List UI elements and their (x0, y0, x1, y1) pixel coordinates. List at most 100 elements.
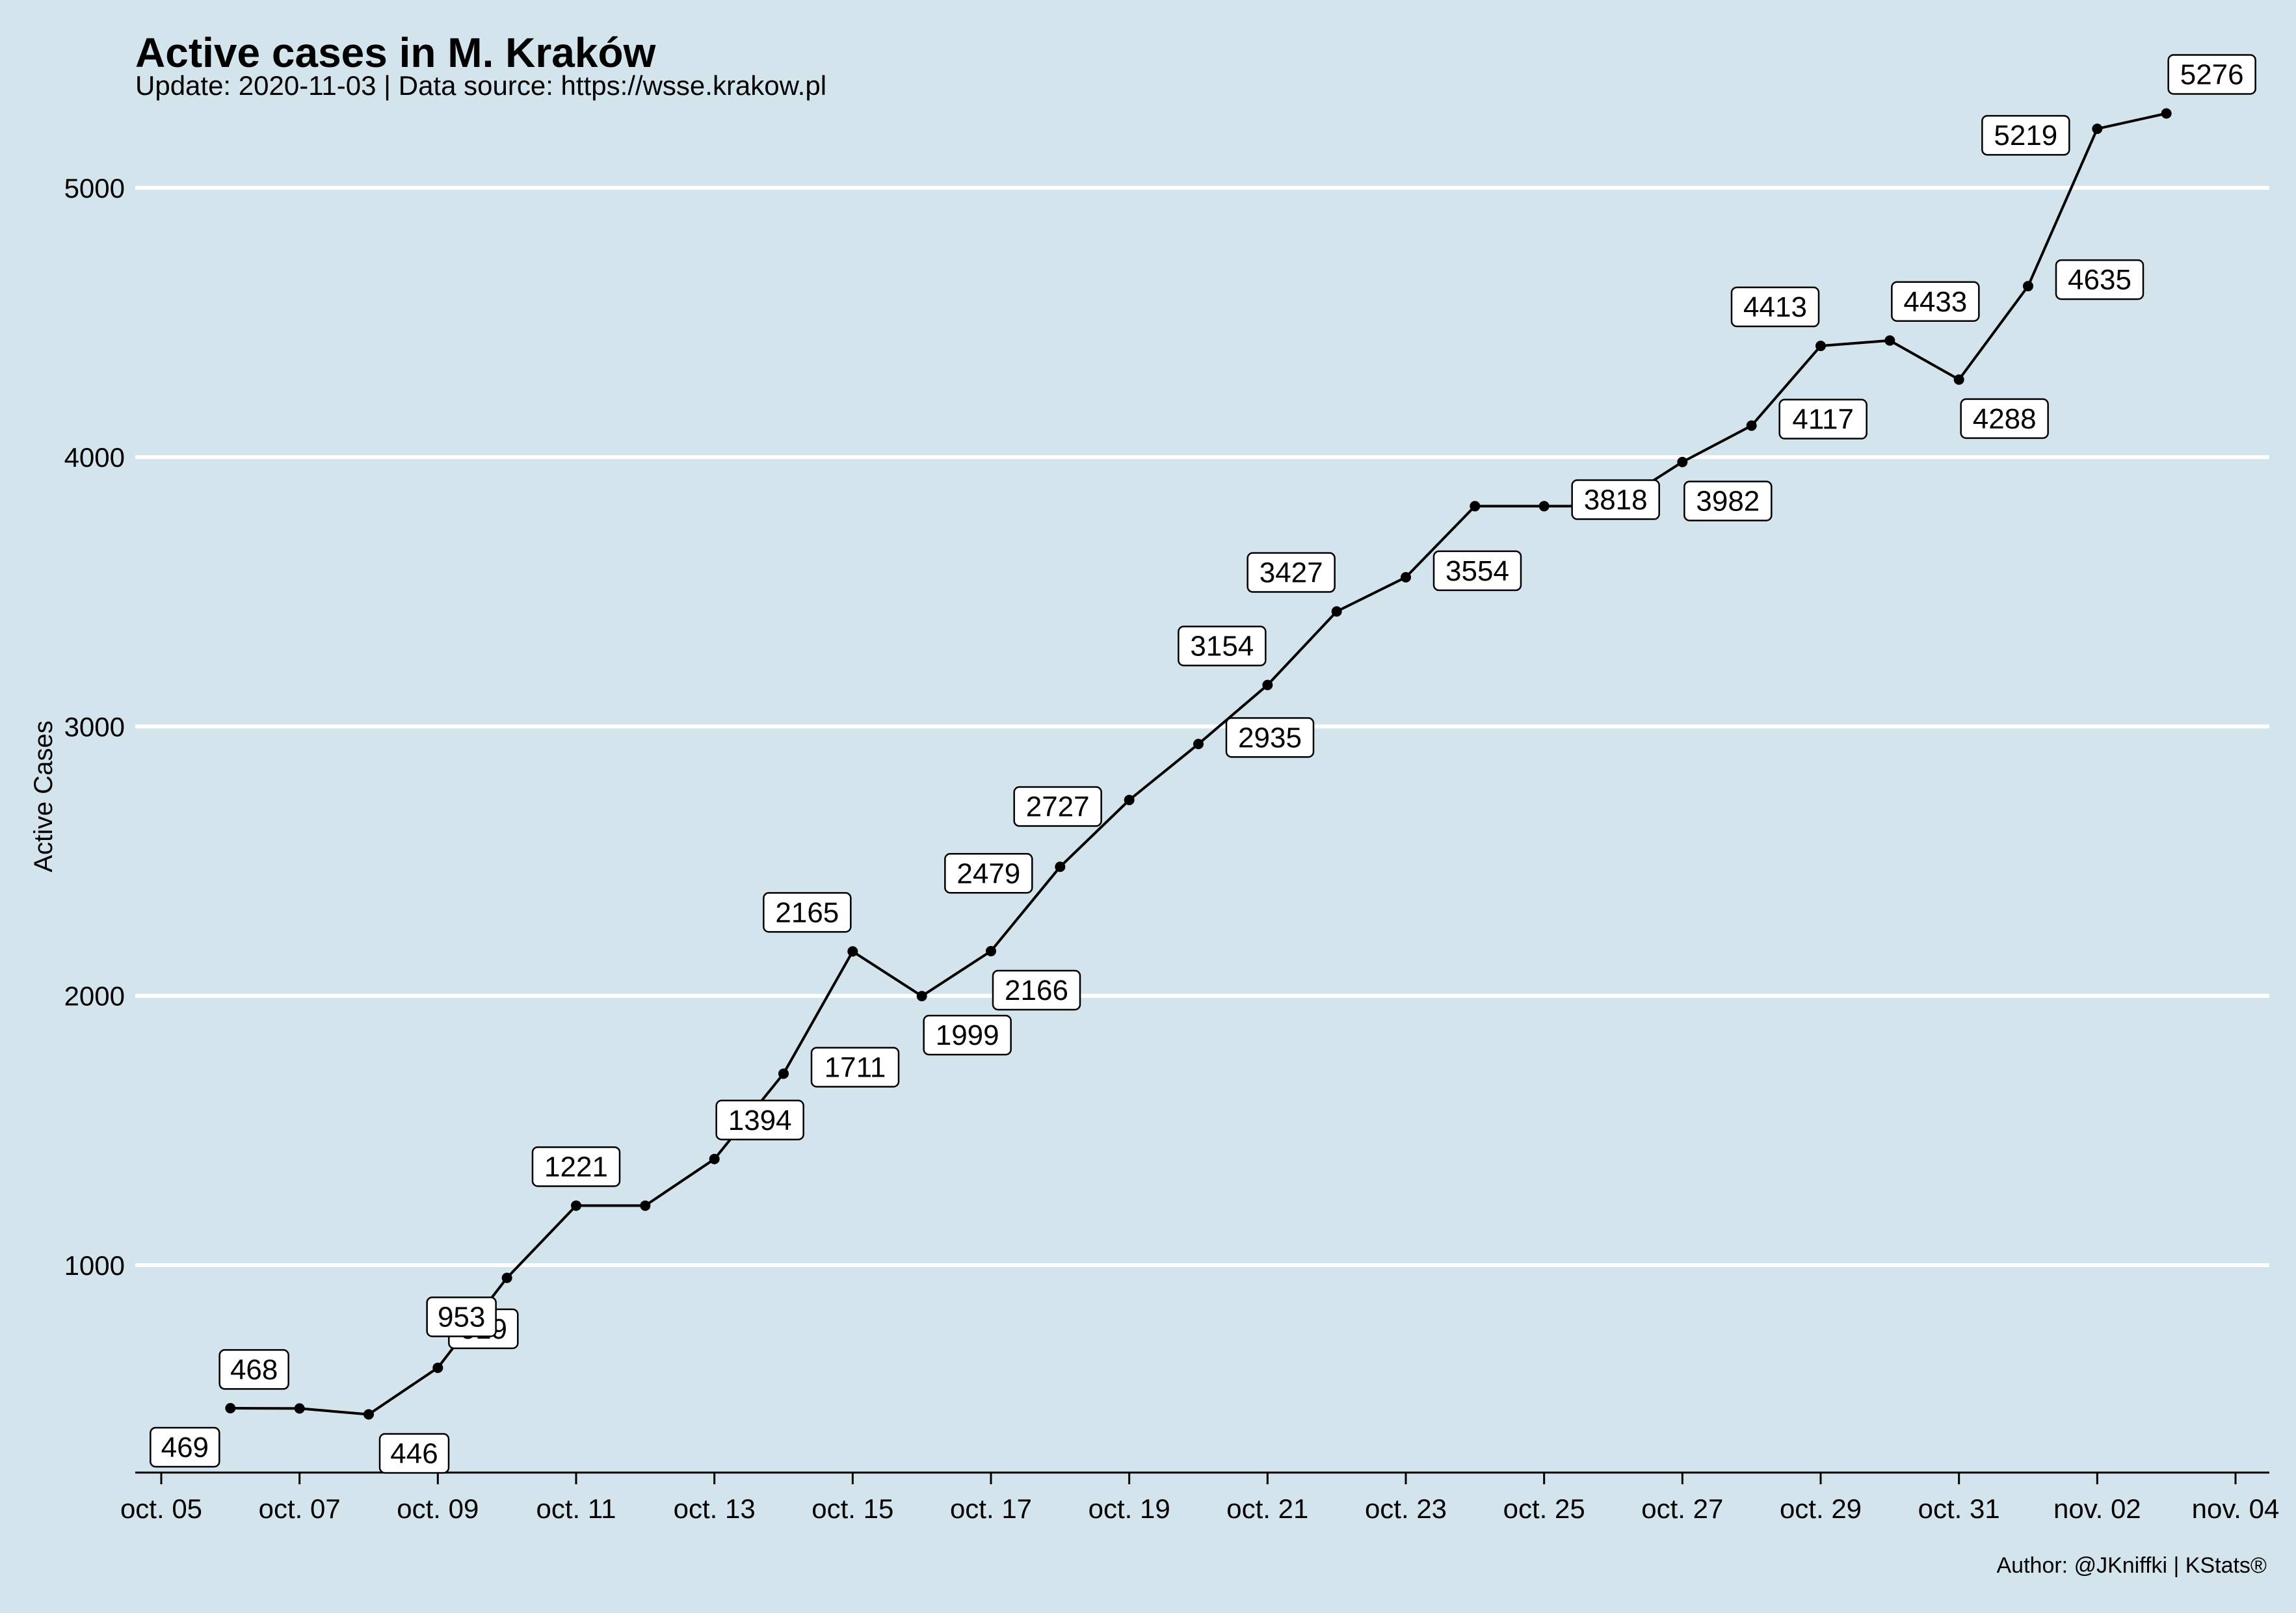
data-point (1470, 501, 1481, 512)
chart-caption: Author: @JKniffki | KStats® (1996, 1553, 2267, 1578)
data-point (986, 945, 996, 956)
data-label-box (1981, 114, 2070, 156)
data-label-text: 5276 (2180, 59, 2244, 91)
data-label-text: 2165 (775, 897, 839, 928)
data-point (916, 991, 927, 1002)
data-label-box (992, 969, 1081, 1011)
data-label: 2166 (992, 969, 1081, 1011)
data-label-box (2055, 259, 2144, 300)
data-label: 4413 (1730, 286, 1820, 328)
y-tick-label: 4000 (64, 442, 125, 473)
data-point (294, 1403, 305, 1414)
y-tick-label: 3000 (64, 711, 125, 742)
data-label: 3982 (1683, 480, 1773, 521)
data-point (225, 1402, 236, 1413)
data-label-box (1013, 786, 1102, 827)
x-tick-label: oct. 25 (1503, 1493, 1585, 1524)
data-label: 1394 (715, 1099, 804, 1141)
data-label-box (1730, 286, 1820, 328)
series-line (230, 112, 2167, 1416)
data-label: 3154 (1178, 625, 1267, 666)
data-point (1124, 794, 1135, 806)
x-tick-label: oct. 19 (1089, 1493, 1170, 1524)
x-tick-label: oct. 13 (674, 1493, 756, 1524)
x-tick-label: oct. 09 (397, 1493, 479, 1524)
data-label-box (2167, 54, 2256, 95)
data-label-box (1178, 625, 1267, 666)
data-point (1262, 679, 1273, 690)
data-point (709, 1153, 720, 1164)
x-tick-label: oct. 15 (812, 1493, 893, 1524)
data-point (778, 1068, 789, 1079)
data-point (2161, 108, 2172, 119)
data-label-text: 5219 (1994, 120, 2057, 151)
series-path (230, 112, 2167, 1416)
data-label: 3554 (1432, 550, 1522, 592)
data-label-text: 446 (390, 1438, 438, 1470)
data-label-box (810, 1047, 900, 1088)
data-label: 5219 (1981, 114, 2070, 156)
data-label-text: 4288 (1973, 403, 2037, 435)
axes: oct. 05 oct. 07 oct. 09 oct. 11 oct. 13 oct. … (120, 1471, 2280, 1524)
data-point (501, 1272, 512, 1283)
data-point (1953, 374, 1964, 385)
series-points (225, 108, 2172, 1420)
x-tick-label: oct. 31 (1918, 1493, 2000, 1524)
data-point (1815, 341, 1826, 352)
data-point (1746, 420, 1757, 431)
data-label-text: 3427 (1260, 557, 1323, 589)
data-label: 2479 (944, 853, 1033, 894)
data-label-box (1960, 398, 2049, 439)
data-label: 4433 (1891, 281, 1980, 322)
data-label: 5276 (2167, 54, 2256, 95)
data-label-text: 2166 (1005, 975, 1068, 1006)
data-label: 4117 (1778, 399, 1867, 439)
data-label-text: 1221 (544, 1151, 608, 1183)
data-label: 2727 (1013, 786, 1102, 827)
data-point (432, 1362, 443, 1373)
data-label-text: 4433 (1903, 286, 1967, 318)
data-point (1884, 335, 1895, 346)
data-label-text: 4413 (1743, 291, 1807, 323)
data-label: 2165 (763, 892, 852, 933)
data-label-text: 1711 (825, 1051, 886, 1083)
data-point (640, 1200, 651, 1211)
data-label-text: 4117 (1792, 404, 1854, 436)
data-label-text: 469 (161, 1432, 209, 1463)
data-label-box (1683, 480, 1773, 521)
data-label-box (378, 1433, 450, 1474)
data-label-text: 3982 (1696, 486, 1760, 518)
data-point (363, 1409, 374, 1420)
data-point (1677, 456, 1688, 467)
data-label-box (1571, 479, 1660, 520)
data-label-text: 1999 (936, 1019, 999, 1051)
data-label-box (1225, 717, 1315, 758)
data-label-text: 4635 (2068, 264, 2131, 296)
data-point (1331, 606, 1342, 617)
x-tick-label: oct. 17 (950, 1493, 1032, 1524)
data-label-box (1778, 399, 1867, 439)
data-label-text: 2479 (957, 858, 1020, 889)
data-label-box (923, 1014, 1012, 1056)
y-tick-label: 2000 (64, 981, 125, 1012)
x-tick-label: oct. 21 (1226, 1493, 1308, 1524)
data-point (2023, 281, 2033, 292)
data-point (2092, 124, 2103, 135)
x-tick-label: oct. 07 (259, 1493, 341, 1524)
data-label: 4288 (1960, 398, 2049, 439)
data-label-text: 3554 (1445, 555, 1509, 587)
x-tick-label: oct. 05 (120, 1493, 202, 1524)
data-label-text: 2935 (1238, 722, 1302, 754)
data-point (847, 946, 858, 957)
x-tick-label: oct. 27 (1641, 1493, 1723, 1524)
data-point (1538, 501, 1550, 512)
data-label: 468 (218, 1349, 289, 1390)
y-axis-title: Active Cases (29, 720, 58, 872)
data-label-box (715, 1099, 804, 1141)
chart-subtitle: Update: 2020-11-03 | Data source: https:… (135, 70, 827, 101)
x-tick-label: nov. 04 (2192, 1493, 2280, 1524)
data-label: 1711 (810, 1047, 900, 1088)
data-label-box (763, 892, 852, 933)
data-label-text: 1394 (728, 1105, 792, 1136)
